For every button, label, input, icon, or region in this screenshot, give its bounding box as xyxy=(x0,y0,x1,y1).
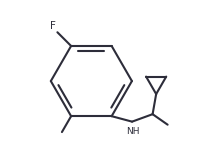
Text: NH: NH xyxy=(126,127,140,136)
Text: F: F xyxy=(50,21,56,31)
